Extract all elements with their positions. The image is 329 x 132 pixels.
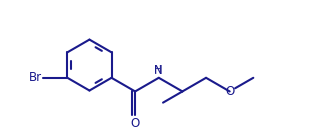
- Text: Br: Br: [29, 71, 42, 84]
- Text: O: O: [225, 85, 234, 98]
- Text: O: O: [131, 117, 140, 130]
- Text: N: N: [154, 64, 162, 77]
- Text: H: H: [154, 65, 162, 75]
